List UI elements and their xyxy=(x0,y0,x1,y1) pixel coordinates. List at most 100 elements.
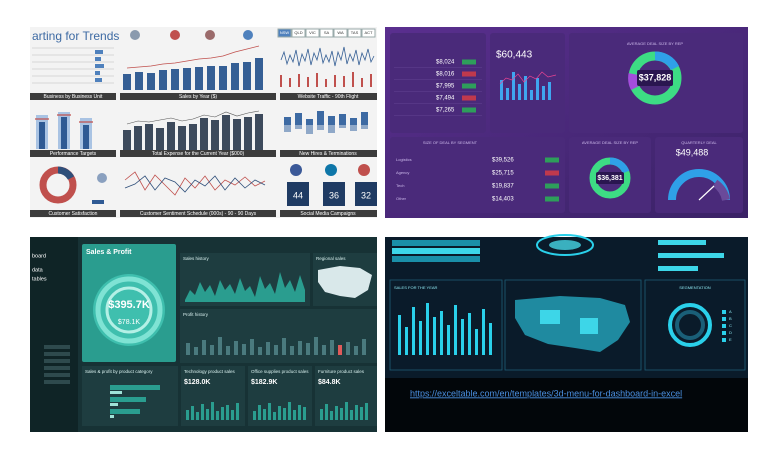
gauge-needle xyxy=(698,185,715,201)
tab-label[interactable]: ACT xyxy=(365,30,374,35)
section-title: New Hires & Terminations xyxy=(299,151,357,157)
card xyxy=(82,366,178,426)
glow-core xyxy=(549,240,581,250)
section-title: Social Media Campaigns xyxy=(300,211,356,217)
section-title: Performance Targets xyxy=(50,151,97,157)
legend-swatch xyxy=(722,324,726,328)
sales-profit-dashboard: board data tables Sales & Profit $395.7K… xyxy=(30,237,377,432)
category-bars xyxy=(110,385,160,414)
icon xyxy=(205,30,215,40)
section-header xyxy=(30,210,116,217)
segment-value: $19,837 xyxy=(492,184,514,190)
table-row-highlight xyxy=(392,248,480,254)
expense-bars xyxy=(123,114,263,150)
hire-bars xyxy=(284,111,368,125)
facebook-icon xyxy=(290,164,302,176)
sales-bars xyxy=(123,58,263,90)
legend-box xyxy=(92,200,104,204)
tab[interactable] xyxy=(277,28,292,38)
card-title: SIZE OF DEAL BY SEGMENT xyxy=(423,140,478,145)
gauge-bg xyxy=(93,274,165,346)
donut-value: $36,381 xyxy=(597,175,622,182)
tab[interactable] xyxy=(333,28,348,38)
card xyxy=(390,137,565,213)
chart-title: SALES FOR THE YEAR xyxy=(394,285,438,290)
link[interactable]: https://exceltable.com/en/templates/3d-m… xyxy=(410,388,682,398)
section-header xyxy=(280,210,377,217)
frames xyxy=(389,279,746,371)
tab[interactable] xyxy=(319,28,334,38)
legend-swatch xyxy=(722,317,726,321)
tab-label[interactable]: SA xyxy=(324,30,330,35)
legend-label: C xyxy=(729,323,732,328)
table-bars xyxy=(95,50,104,82)
us-map xyxy=(318,266,372,298)
kpi-value: $395.7K xyxy=(108,299,150,311)
card-value: $182.9K xyxy=(251,379,277,386)
tab[interactable] xyxy=(305,28,320,38)
region-tabs: NSW QLD VIC SA WA TAS ACT xyxy=(277,28,376,38)
donut-value: $37,828 xyxy=(639,72,672,82)
sidebar xyxy=(30,237,78,432)
tab-label[interactable]: TAS xyxy=(351,30,359,35)
segment-name: Logistics xyxy=(396,157,412,162)
table-rows xyxy=(392,240,480,262)
card-title: Furniture product sales xyxy=(318,369,365,374)
social-count: 44 xyxy=(293,190,303,200)
mini-bars xyxy=(186,402,368,420)
section-header xyxy=(120,210,276,217)
year-bars xyxy=(398,303,492,355)
social-count: 36 xyxy=(329,190,339,200)
icon xyxy=(170,30,180,40)
hbar xyxy=(658,266,698,271)
section-header xyxy=(120,150,276,157)
tab[interactable] xyxy=(291,28,306,38)
donut-segment xyxy=(654,51,680,71)
rep-value: $7,265 xyxy=(436,108,455,114)
gauge-ring xyxy=(105,286,153,334)
icon xyxy=(130,30,140,40)
glow-ring xyxy=(536,234,594,256)
linkedin-icon xyxy=(325,164,337,176)
sales-area xyxy=(185,272,305,302)
card-title: Sales & Profit xyxy=(86,249,132,256)
section-header xyxy=(280,150,377,157)
tab[interactable] xyxy=(347,28,362,38)
section-title: Customer Satisfaction xyxy=(49,211,98,217)
donut-segment xyxy=(609,157,630,174)
delta-tag xyxy=(462,95,476,101)
gauge-value: $49,488 xyxy=(676,147,709,157)
segment-value: $25,715 xyxy=(492,171,514,177)
rep-list: $8,024 $8,016 $7,995 $7,494 $7,265 xyxy=(394,59,482,116)
tab-label[interactable]: QLD xyxy=(294,30,302,35)
section-header xyxy=(120,93,276,100)
sentiment-line xyxy=(124,175,266,193)
social-tile xyxy=(355,182,377,206)
section-title: Total Expense for the Current Year ($000… xyxy=(152,151,245,157)
sentiment-line xyxy=(124,171,266,196)
tab-label[interactable]: WA xyxy=(337,30,344,35)
social-icon xyxy=(358,164,370,176)
gauge-rest xyxy=(712,179,730,202)
section-title: Business by Business Unit xyxy=(44,94,104,100)
rep-value: $7,494 xyxy=(436,96,455,102)
table-lines xyxy=(32,47,114,84)
profit-bars xyxy=(186,337,366,355)
donut-segment xyxy=(628,73,640,91)
filter-list xyxy=(44,345,70,384)
icon xyxy=(243,30,253,40)
delta-tag xyxy=(545,157,559,163)
menu-item: data xyxy=(32,267,44,273)
gauge-ring xyxy=(95,276,163,344)
segment-value: $39,526 xyxy=(492,158,514,164)
legend-label: B xyxy=(729,316,732,321)
tab-label[interactable]: VIC xyxy=(309,30,316,35)
profit-bar-negative xyxy=(338,345,342,355)
section-header xyxy=(30,150,116,157)
tab-label[interactable]: NSW xyxy=(280,30,290,35)
segment-list: Logistics $39,526 Agency $25,715 Tech $19,837… xyxy=(396,157,559,203)
tab[interactable] xyxy=(361,28,376,38)
traffic-bars xyxy=(280,72,372,87)
